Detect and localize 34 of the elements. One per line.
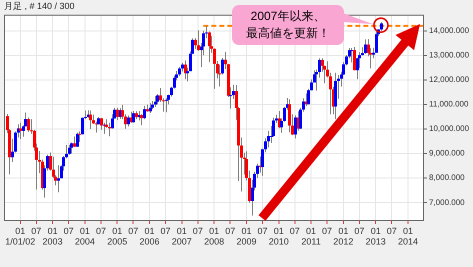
y-tick-label: 8,000.000: [429, 173, 466, 182]
x-tick-label: 07: [225, 226, 236, 236]
x-tick-label: 07: [192, 226, 203, 236]
x-tick-label: 01 2012: [333, 226, 354, 247]
x-tick-label: 01 2006: [140, 226, 160, 247]
x-tick-label: 01 2003: [42, 226, 63, 247]
x-tick-label: 07: [96, 226, 106, 236]
y-tick-label: 10,000.000: [429, 124, 470, 134]
x-tick-label: 07: [290, 226, 300, 236]
chart-title: 月足 , # 140 / 300: [4, 0, 75, 11]
x-tick-label: 07: [386, 226, 397, 236]
x-tick-label: 07: [31, 226, 42, 236]
x-tick-label: 01 2014: [398, 226, 418, 247]
y-tick-label: 12,000.000: [429, 75, 470, 84]
x-tick-label: 07: [64, 226, 74, 236]
y-tick-label: 13,000.000: [429, 50, 470, 60]
x-tick-label: 07: [128, 226, 138, 236]
x-tick-label: 01 2005: [107, 226, 128, 247]
y-tick-label: 14,000.000: [429, 26, 470, 35]
x-tick-label: 01 2007: [172, 226, 192, 247]
x-tick-label: 07: [354, 226, 364, 236]
x-tick-label: 01 2009: [236, 226, 256, 247]
x-tick-label: 07: [322, 226, 332, 236]
y-tick-label: 11,000.000: [429, 100, 469, 109]
x-tick-label: 01 2008: [204, 226, 224, 247]
y-tick-label: 7,000.000: [429, 198, 466, 207]
x-tick-label: 01 2004: [74, 226, 95, 247]
x-tick-label: 07: [160, 226, 171, 236]
annotation: 2007年以来、最高値を更新！: [232, 5, 344, 45]
x-tick-label: 07: [257, 226, 268, 236]
x-tick-label: 01 2010: [268, 226, 289, 247]
x-tick-label: 01 2013: [366, 226, 386, 247]
y-tick-label: 9,000.000: [429, 148, 466, 158]
x-tick-label: 01 2011: [301, 226, 321, 247]
